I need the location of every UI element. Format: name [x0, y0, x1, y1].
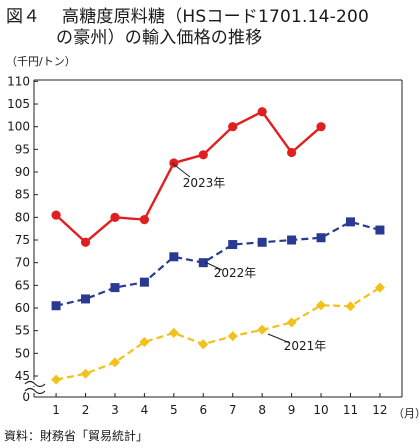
y-tick-label: 85	[15, 188, 30, 202]
data-point-diamond	[168, 327, 179, 338]
data-point-diamond	[345, 301, 356, 312]
chart-title-line1: 高糖度原料糖（HSコード1701.14-200	[62, 7, 370, 27]
x-tick-label: 2	[82, 403, 90, 417]
axis-break-icon	[24, 380, 46, 395]
data-point-square	[169, 252, 179, 262]
axis-break-wave	[24, 380, 46, 388]
x-tick-label: 11	[343, 403, 358, 417]
x-tick-label: 4	[141, 403, 149, 417]
chart-title-line2: の豪州）の輸入価格の推移	[56, 28, 263, 48]
y-tick-label: 50	[15, 346, 30, 360]
data-point-square	[345, 217, 355, 227]
data-point-diamond	[316, 300, 327, 311]
series-line	[55, 110, 322, 244]
x-tick-label: 8	[258, 403, 266, 417]
y-axis-unit-label: （千円/トン）	[6, 55, 76, 68]
data-point-square	[287, 235, 297, 245]
y-tick-label: 80	[15, 210, 30, 224]
series-2021年	[51, 282, 385, 385]
data-point-diamond	[109, 357, 120, 368]
series-2023年	[51, 107, 326, 247]
series-2022年	[51, 217, 385, 311]
series-label-leader	[171, 162, 191, 178]
data-point-circle	[316, 122, 326, 132]
x-axis-unit-label: （月）	[393, 407, 420, 420]
data-point-circle	[228, 122, 238, 132]
x-tick-label: 9	[288, 403, 296, 417]
x-tick-label: 6	[199, 403, 207, 417]
data-point-circle	[80, 237, 91, 247]
axis-break-gap	[26, 380, 46, 386]
x-tick-label: 12	[372, 403, 387, 417]
data-point-diamond	[80, 368, 91, 379]
data-point-circle	[51, 210, 61, 220]
y-tick-label: 75	[15, 233, 30, 247]
y-tick-label: 110	[7, 74, 30, 88]
data-point-diamond	[51, 374, 62, 385]
figure-label: 図４	[6, 7, 40, 27]
data-point-square	[110, 283, 120, 293]
data-point-circle	[198, 150, 208, 160]
data-point-square	[198, 258, 208, 268]
source-note: 資料：財務省「貿易統計」	[4, 429, 149, 443]
y-tick-label: 0	[22, 390, 30, 404]
data-point-diamond	[198, 339, 209, 350]
x-tick-label: 3	[111, 403, 119, 417]
y-tick-label: 105	[7, 97, 30, 111]
data-point-square	[228, 240, 238, 250]
x-tick-label: 10	[313, 403, 328, 417]
series-label: 2023年	[183, 176, 226, 190]
y-tick-label: 100	[7, 120, 30, 134]
y-tick-label: 65	[15, 278, 30, 292]
series-line	[55, 286, 381, 381]
series-line	[55, 220, 381, 307]
y-tick-label: 90	[15, 165, 30, 179]
data-point-square	[51, 301, 61, 311]
data-point-circle	[110, 212, 120, 222]
x-tick-label: 7	[229, 403, 237, 417]
data-point-diamond	[286, 317, 297, 328]
y-tick-label: 95	[15, 142, 30, 156]
x-tick-label: 1	[52, 403, 60, 417]
data-point-square	[316, 233, 326, 243]
data-point-circle	[169, 158, 179, 168]
data-point-diamond	[227, 331, 238, 342]
data-point-diamond	[257, 324, 268, 335]
data-point-circle	[139, 215, 149, 225]
y-tick-label: 70	[15, 256, 30, 270]
data-point-square	[375, 225, 385, 235]
series-label-leader	[267, 333, 291, 344]
data-point-square	[81, 294, 91, 304]
data-point-diamond	[139, 337, 150, 348]
axis-break-wave	[24, 387, 46, 395]
y-tick-label: 60	[15, 301, 30, 315]
series-label: 2022年	[214, 266, 257, 280]
axis-break-gap	[26, 387, 46, 393]
y-tick-label: 45	[15, 369, 30, 383]
x-tick-label: 5	[170, 403, 178, 417]
y-tick-label: 55	[15, 324, 30, 338]
data-point-diamond	[374, 282, 385, 293]
data-point-square	[257, 237, 267, 247]
series-label: 2021年	[284, 339, 327, 353]
data-point-circle	[257, 107, 267, 117]
series-label-leader	[204, 261, 223, 271]
data-point-square	[139, 277, 149, 287]
data-point-circle	[287, 147, 297, 158]
